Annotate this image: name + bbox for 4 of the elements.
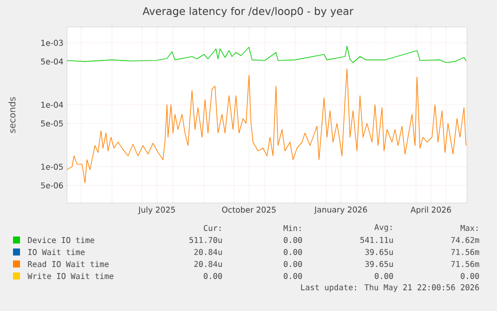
- line-series: [67, 46, 466, 63]
- chart-title: Average latency for /dev/loop0 - by year: [142, 6, 354, 18]
- line-series: [67, 68, 466, 184]
- y-axis-title: seconds: [8, 97, 16, 133]
